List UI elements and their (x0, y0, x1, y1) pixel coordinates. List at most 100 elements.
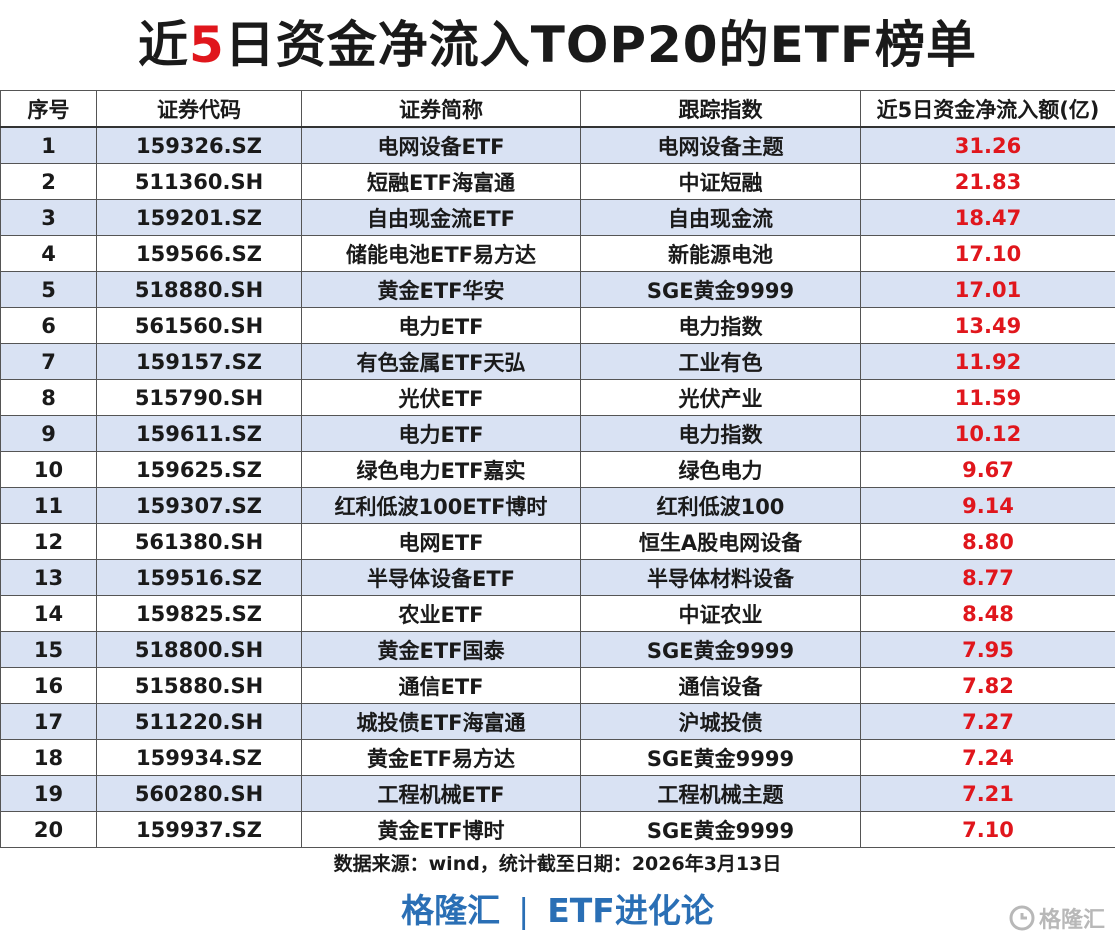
header-net-inflow: 近5日资金净流入额(亿) (860, 90, 1115, 128)
cell-net-inflow: 8.48 (860, 595, 1115, 632)
cell-code: 515790.SH (96, 379, 302, 416)
cell-code: 560280.SH (96, 775, 302, 812)
table-row: 16 515880.SH 通信ETF 通信设备 7.82 (0, 667, 1115, 704)
cell-index: 新能源电池 (580, 235, 861, 272)
brand-column-name: ETF进化论 (547, 891, 714, 930)
cell-net-inflow: 17.01 (860, 271, 1115, 308)
cell-code: 159516.SZ (96, 559, 302, 596)
cell-net-inflow: 18.47 (860, 199, 1115, 236)
table-row: 1 159326.SZ 电网设备ETF 电网设备主题 31.26 (0, 126, 1115, 164)
cell-net-inflow: 8.80 (860, 523, 1115, 560)
header-index: 跟踪指数 (580, 90, 861, 128)
cell-rank: 17 (0, 703, 97, 740)
cell-rank: 6 (0, 307, 97, 344)
page-title: 近5日资金净流入TOP20的ETF榜单 (0, 0, 1115, 90)
cell-index: 中证短融 (580, 163, 861, 200)
data-source-note: 数据来源：wind，统计截至日期：2026年3月13日 (333, 853, 782, 875)
cell-name: 储能电池ETF易方达 (301, 235, 581, 272)
cell-name: 城投债ETF海富通 (301, 703, 581, 740)
cell-index: 电网设备主题 (580, 126, 861, 164)
title-prefix: 近 (137, 16, 189, 74)
cell-name: 农业ETF (301, 595, 581, 632)
cell-rank: 20 (0, 811, 97, 848)
cell-name: 电网ETF (301, 523, 581, 560)
cell-net-inflow: 17.10 (860, 235, 1115, 272)
cell-rank: 16 (0, 667, 97, 704)
cell-rank: 10 (0, 451, 97, 488)
cell-name: 绿色电力ETF嘉实 (301, 451, 581, 488)
cell-rank: 3 (0, 199, 97, 236)
cell-code: 159157.SZ (96, 343, 302, 380)
table-row: 11 159307.SZ 红利低波100ETF博时 红利低波100 9.14 (0, 487, 1115, 524)
cell-name: 光伏ETF (301, 379, 581, 416)
header-name: 证券简称 (301, 90, 581, 128)
cell-index: 工业有色 (580, 343, 861, 380)
cell-rank: 5 (0, 271, 97, 308)
cell-index: SGE黄金9999 (580, 739, 861, 776)
cell-rank: 1 (0, 126, 97, 164)
cell-name: 黄金ETF国泰 (301, 631, 581, 668)
cell-rank: 19 (0, 775, 97, 812)
cell-code: 518880.SH (96, 271, 302, 308)
cell-net-inflow: 7.95 (860, 631, 1115, 668)
table-row: 17 511220.SH 城投债ETF海富通 沪城投债 7.27 (0, 703, 1115, 740)
cell-code: 515880.SH (96, 667, 302, 704)
cell-index: 通信设备 (580, 667, 861, 704)
gelonghui-logo-icon (1009, 905, 1035, 931)
header-code: 证券代码 (96, 90, 302, 128)
cell-code: 159625.SZ (96, 451, 302, 488)
cell-rank: 15 (0, 631, 97, 668)
cell-code: 159566.SZ (96, 235, 302, 272)
cell-net-inflow: 11.59 (860, 379, 1115, 416)
table-row: 15 518800.SH 黄金ETF国泰 SGE黄金9999 7.95 (0, 631, 1115, 668)
table-row: 18 159934.SZ 黄金ETF易方达 SGE黄金9999 7.24 (0, 739, 1115, 776)
cell-index: 绿色电力 (580, 451, 861, 488)
table-row: 5 518880.SH 黄金ETF华安 SGE黄金9999 17.01 (0, 271, 1115, 308)
cell-index: SGE黄金9999 (580, 811, 861, 848)
cell-net-inflow: 21.83 (860, 163, 1115, 200)
cell-code: 159611.SZ (96, 415, 302, 452)
cell-net-inflow: 9.67 (860, 451, 1115, 488)
table-row: 12 561380.SH 电网ETF 恒生A股电网设备 8.80 (0, 523, 1115, 560)
cell-name: 黄金ETF博时 (301, 811, 581, 848)
cell-code: 159937.SZ (96, 811, 302, 848)
cell-index: SGE黄金9999 (580, 631, 861, 668)
cell-name: 电力ETF (301, 307, 581, 344)
cell-name: 红利低波100ETF博时 (301, 487, 581, 524)
cell-index: 电力指数 (580, 307, 861, 344)
title-highlight: 5 (188, 16, 225, 74)
cell-index: SGE黄金9999 (580, 271, 861, 308)
cell-name: 通信ETF (301, 667, 581, 704)
cell-net-inflow: 10.12 (860, 415, 1115, 452)
header-rank: 序号 (0, 90, 97, 128)
table-row: 2 511360.SH 短融ETF海富通 中证短融 21.83 (0, 163, 1115, 200)
cell-index: 半导体材料设备 (580, 559, 861, 596)
cell-name: 短融ETF海富通 (301, 163, 581, 200)
cell-rank: 18 (0, 739, 97, 776)
cell-net-inflow: 7.27 (860, 703, 1115, 740)
cell-name: 电网设备ETF (301, 126, 581, 164)
cell-code: 511220.SH (96, 703, 302, 740)
table-row: 3 159201.SZ 自由现金流ETF 自由现金流 18.47 (0, 199, 1115, 236)
cell-rank: 12 (0, 523, 97, 560)
table-row: 19 560280.SH 工程机械ETF 工程机械主题 7.21 (0, 775, 1115, 812)
table-row: 8 515790.SH 光伏ETF 光伏产业 11.59 (0, 379, 1115, 416)
table-row: 10 159625.SZ 绿色电力ETF嘉实 绿色电力 9.67 (0, 451, 1115, 488)
cell-code: 511360.SH (96, 163, 302, 200)
cell-name: 自由现金流ETF (301, 199, 581, 236)
cell-name: 黄金ETF易方达 (301, 739, 581, 776)
cell-net-inflow: 11.92 (860, 343, 1115, 380)
cell-code: 159201.SZ (96, 199, 302, 236)
table-row: 14 159825.SZ 农业ETF 中证农业 8.48 (0, 595, 1115, 632)
cell-net-inflow: 7.10 (860, 811, 1115, 848)
table-header-row: 序号 证券代码 证券简称 跟踪指数 近5日资金净流入额(亿) (0, 90, 1115, 128)
table-row: 6 561560.SH 电力ETF 电力指数 13.49 (0, 307, 1115, 344)
cell-rank: 11 (0, 487, 97, 524)
cell-net-inflow: 7.82 (860, 667, 1115, 704)
cell-rank: 2 (0, 163, 97, 200)
cell-name: 黄金ETF华安 (301, 271, 581, 308)
table-row: 9 159611.SZ 电力ETF 电力指数 10.12 (0, 415, 1115, 452)
cell-net-inflow: 7.21 (860, 775, 1115, 812)
cell-code: 561380.SH (96, 523, 302, 560)
table-row: 4 159566.SZ 储能电池ETF易方达 新能源电池 17.10 (0, 235, 1115, 272)
